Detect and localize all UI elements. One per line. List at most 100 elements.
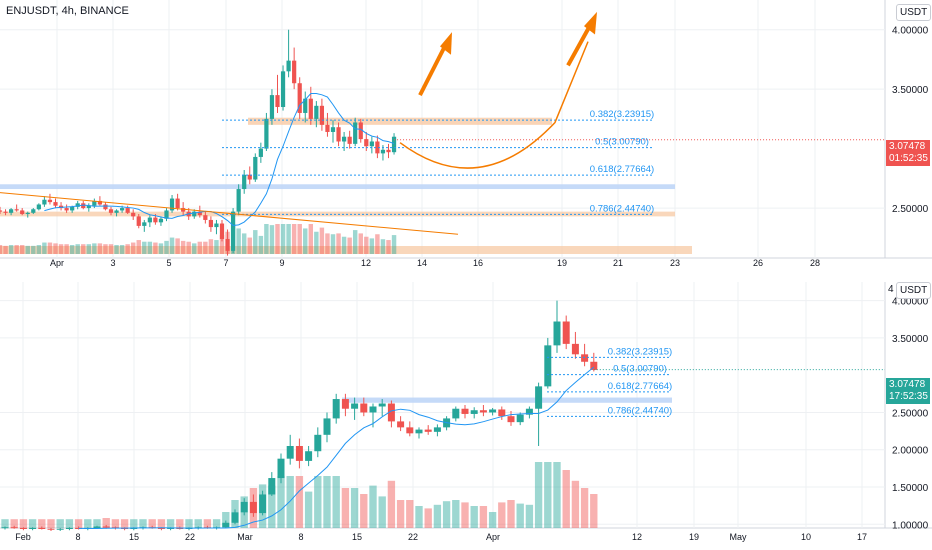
moving-average-line [44, 92, 395, 226]
x-tick-label: 26 [753, 258, 763, 268]
x-tick-label: 17 [857, 532, 867, 542]
candle-body [353, 122, 358, 144]
candle-body [136, 216, 141, 226]
volume-bar [470, 506, 478, 528]
volume-bar [314, 231, 319, 254]
candle-body [275, 95, 280, 108]
volume-bar [247, 237, 252, 254]
volume-zone [0, 246, 692, 254]
volume-bar [148, 519, 156, 528]
candle-body [415, 429, 423, 434]
bottom-countdown: 17:52:35 [889, 391, 928, 402]
candle-body [236, 189, 241, 212]
candle-body [269, 95, 275, 119]
candle-body [292, 60, 297, 84]
volume-bar [212, 519, 221, 528]
bottom-current-price: 3.07478 [889, 379, 926, 390]
candle-body [378, 403, 386, 407]
volume-bar [130, 242, 136, 254]
candle-body [336, 127, 341, 142]
x-tick-label: 14 [417, 258, 427, 268]
candle-body [258, 148, 263, 157]
candle-body [240, 501, 248, 513]
x-tick-label: 16 [473, 258, 483, 268]
candle-body [280, 71, 286, 108]
candle-body [147, 217, 152, 223]
volume-bar [314, 476, 322, 528]
candle-body [169, 198, 175, 211]
candle-body [325, 124, 330, 132]
volume-bar [108, 244, 114, 254]
volume-bar [103, 244, 108, 254]
volume-bar [516, 503, 524, 528]
candle-body [264, 118, 269, 149]
volume-bar [125, 244, 130, 254]
volume-bar [166, 519, 175, 528]
volume-bar [75, 244, 80, 254]
candle-body [70, 206, 75, 211]
volume-bar [194, 519, 202, 528]
candle-body [360, 403, 368, 413]
candle-body [461, 408, 469, 414]
candle-body [157, 528, 165, 529]
volume-bar [332, 476, 340, 528]
top-countdown: 01:52:35 [889, 153, 928, 164]
volume-bar [253, 230, 258, 254]
volume-bar [222, 512, 230, 528]
candle-body [214, 223, 219, 228]
candle-body [230, 211, 236, 251]
volume-bar [269, 225, 275, 254]
candle-body [219, 223, 225, 239]
volume-bar [102, 518, 110, 528]
candle-body [102, 526, 110, 528]
volume-bar [19, 245, 25, 254]
candle-body [330, 127, 336, 132]
top-price-axis[interactable]: 4.00000 3.50000 2.50000 [892, 26, 929, 215]
candle-body [81, 203, 86, 209]
trend-line [0, 192, 459, 235]
volume-bar [84, 519, 92, 528]
y-tick-label: 3.50000 [892, 85, 929, 96]
bottom-grid [0, 282, 932, 529]
candle-body [167, 528, 175, 529]
volume-bar [28, 519, 37, 528]
candle-body [452, 408, 460, 419]
volume-bar [81, 244, 86, 254]
currency-badge-top[interactable]: USDT [896, 4, 932, 21]
volume-bar [203, 519, 212, 528]
candle-body [10, 527, 18, 529]
bottom-time-axis[interactable]: Feb 8 15 22 Mar 8 15 22 Apr 12 19 May 10 17 [15, 532, 867, 542]
volume-bar [360, 494, 368, 528]
top-candles [0, 29, 397, 256]
candle-body [479, 410, 487, 413]
volume-bar [590, 494, 598, 528]
candle-body [8, 209, 14, 213]
candle-body [97, 200, 103, 205]
volume-bar [25, 245, 30, 254]
x-tick-label: Apr [486, 532, 500, 542]
bottom-price-axis[interactable]: 4.00000 3.50000 2.50000 2.00000 1.50000 1.000… [892, 297, 929, 532]
candle-body [433, 427, 441, 432]
volume-bar [53, 243, 58, 254]
volume-bar [303, 228, 308, 254]
candle-body [247, 174, 252, 180]
candle-body [303, 98, 308, 113]
volume-bar [461, 502, 469, 528]
top-time-axis[interactable]: Apr 3 5 7 9 12 14 16 19 21 23 26 28 [50, 258, 820, 268]
currency-badge-bottom[interactable]: USDT [896, 282, 932, 299]
demand-zone [0, 211, 675, 217]
candle-body [29, 528, 37, 529]
candle-body [64, 208, 69, 211]
volume-bar [185, 519, 193, 528]
candle-body [391, 136, 397, 153]
x-tick-label: 28 [810, 258, 820, 268]
up-arrow-head [584, 11, 597, 35]
candle-body [341, 136, 347, 142]
volume-bar [97, 243, 103, 254]
volume-bar [336, 233, 341, 254]
candle-body [553, 321, 561, 346]
y-tick-label: 3.50000 [892, 334, 929, 345]
volume-bar [111, 519, 120, 528]
candle-body [571, 343, 579, 355]
